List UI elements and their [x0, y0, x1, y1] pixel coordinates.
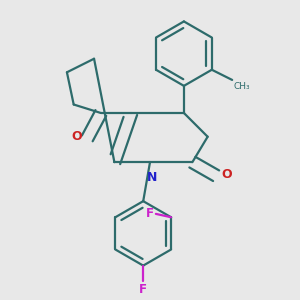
Text: F: F [146, 207, 154, 220]
Text: O: O [72, 130, 82, 143]
Text: F: F [139, 283, 147, 296]
Text: O: O [221, 167, 232, 181]
Text: N: N [146, 171, 157, 184]
Text: CH₃: CH₃ [234, 82, 250, 91]
